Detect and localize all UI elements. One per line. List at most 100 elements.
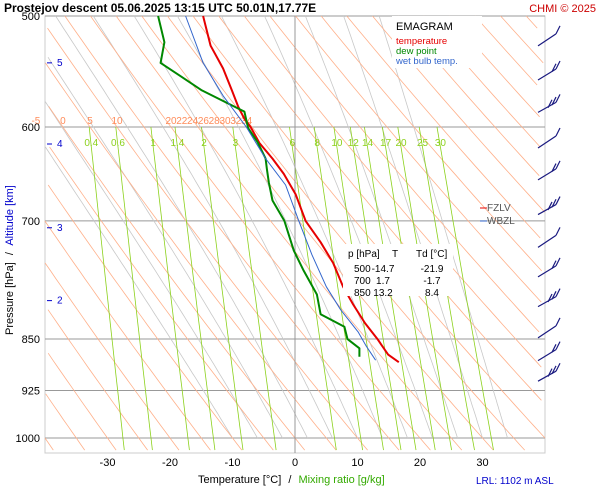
- dry-adiabat: [47, 309, 148, 451]
- x-axis-title: Temperature [°C] / Mixing ratio [g/kg]: [198, 474, 385, 486]
- x-axis-separator: /: [288, 474, 292, 486]
- legend-wetbulb: wet bulb temp.: [395, 56, 458, 67]
- dry-adiabat-label: 20: [165, 116, 177, 127]
- dry-adiabat: [500, 15, 544, 64]
- dry-adiabat-label: 22: [176, 116, 188, 127]
- moist-adiabat: [378, 15, 508, 439]
- wind-barb-feather: [547, 368, 553, 377]
- dry-adiabat: [269, 15, 540, 333]
- wind-barb-feather: [551, 163, 557, 172]
- dry-adiabat-label: 0: [60, 116, 66, 127]
- wind-barb-staff: [537, 325, 557, 339]
- wind-barb-feather: [551, 344, 557, 353]
- wind-barb-feather: [555, 94, 561, 103]
- mixing-ratio-line: [436, 126, 494, 451]
- temperature-tick-label: 30: [476, 457, 488, 469]
- level-table: p [hPa] T Td [°C] 500 -14.7 -21.9 700 1.7 -1.7 85…: [348, 249, 447, 299]
- wind-barb: [537, 25, 561, 47]
- temperature-tick-label: 0: [292, 457, 298, 469]
- temperature-tick-label: 20: [414, 457, 426, 469]
- mixing-ratio-line: [115, 126, 153, 451]
- altitude-tick-label: 2: [57, 296, 63, 307]
- dry-adiabat-label: 30: [219, 116, 231, 127]
- copyright: CHMI © 2025: [529, 3, 596, 15]
- dry-adiabat: [346, 15, 541, 239]
- wind-barb-feather: [555, 362, 561, 372]
- table-cell: -1.7: [423, 276, 441, 287]
- wind-barb-feather: [555, 341, 561, 350]
- wind-barb-feather: [555, 160, 561, 170]
- wind-barb: [537, 257, 561, 278]
- mixing-ratio-label: 14: [362, 138, 374, 149]
- pressure-tick-label: 1000: [16, 433, 40, 445]
- mixing-ratio-label: 17: [380, 138, 392, 149]
- dry-adiabat: [44, 437, 54, 451]
- lrl-label: LRL: 1102 m ASL: [476, 476, 554, 487]
- dry-adiabat: [474, 15, 538, 86]
- pressure-tick-label: 925: [22, 386, 40, 398]
- mixing-ratio-label: 20: [395, 138, 407, 149]
- y-axis-pressure-label: Pressure [hPa]: [4, 262, 16, 335]
- mixing-ratio-label: 1: [150, 138, 156, 149]
- dry-adiabat-label: -5: [31, 116, 40, 127]
- wind-barb-feather: [551, 96, 557, 106]
- mixing-ratio-line: [349, 126, 402, 451]
- wind-barb: [537, 94, 561, 113]
- wind-barb-feather: [555, 227, 561, 236]
- mixing-ratio-label: 6: [290, 138, 296, 149]
- dry-adiabat: [525, 15, 538, 29]
- mixing-ratio-labels: 0.4 0.6 1 1.4 2 3 6 8 10 12 14 17 20 25 30: [84, 138, 446, 149]
- wind-barb-feather: [547, 293, 553, 303]
- dry-adiabat-label: 10: [111, 116, 123, 127]
- altitude-tick-label: 5: [57, 58, 63, 69]
- mixing-ratio-label: 12: [348, 138, 360, 149]
- dry-adiabat-label: 32: [230, 116, 242, 127]
- wind-barb: [537, 317, 561, 339]
- moist-adiabat: [221, 15, 408, 439]
- dry-adiabat: [64, 15, 400, 451]
- temperature-tick-label: -10: [225, 457, 241, 469]
- wind-barb: [537, 288, 561, 308]
- table-cell: -21.9: [421, 264, 444, 275]
- temperature-tick-label: -20: [162, 457, 178, 469]
- legend-temperature: temperature: [396, 36, 447, 47]
- wind-barb-feather: [551, 365, 557, 375]
- altitude-tick-label: 4: [57, 139, 63, 150]
- wind-barb-feather: [555, 25, 561, 35]
- pressure-tick-labels: 500 600 700 850 925 1000: [16, 11, 40, 445]
- mixing-ratio-line: [150, 126, 190, 451]
- wind-barb: [537, 160, 561, 181]
- dry-adiabat: [49, 146, 274, 451]
- dry-adiabat: [218, 15, 542, 401]
- mixing-ratio-line: [313, 126, 363, 451]
- mixing-ratio-line: [201, 126, 244, 451]
- legend-box: [392, 16, 482, 68]
- altitude-tick-labels: 5 4 3 2: [47, 58, 63, 307]
- chart-title: Prostejov descent 05.06.2025 13:15 UTC 5…: [4, 1, 316, 15]
- table-header: Td [°C]: [416, 249, 447, 260]
- mixing-ratio-label: 3: [233, 138, 239, 149]
- mixing-ratio-line: [174, 126, 216, 451]
- table-cell: 850: [354, 288, 371, 299]
- mixing-ratio-label: 0.6: [111, 138, 125, 149]
- table-cell: 8.4: [425, 288, 439, 299]
- x-axis-mixing-label: Mixing ratio [g/kg]: [298, 474, 384, 486]
- dry-adiabat: [45, 62, 337, 451]
- wind-barb-feather: [547, 99, 553, 109]
- pressure-tick-label: 850: [22, 334, 40, 346]
- wind-barb-feather: [555, 317, 561, 327]
- table-cell: 700: [354, 276, 371, 287]
- temperature-tick-label: 10: [351, 457, 363, 469]
- mixing-ratio-line: [232, 126, 277, 451]
- dry-adiabat: [320, 15, 542, 272]
- dry-adiabat: [45, 393, 86, 451]
- dry-adiabat-label: 28: [209, 116, 221, 127]
- dry-adiabat: [141, 15, 494, 451]
- wind-barb: [537, 60, 561, 81]
- table-cell: 500: [354, 264, 371, 275]
- wind-barb: [537, 362, 561, 382]
- y-axis-title: Pressure [hPa] / Altitude [km]: [4, 185, 16, 335]
- mixing-ratio-label: 10: [331, 138, 343, 149]
- altitude-tick-label: 3: [57, 223, 63, 234]
- wind-barbs: [537, 25, 561, 382]
